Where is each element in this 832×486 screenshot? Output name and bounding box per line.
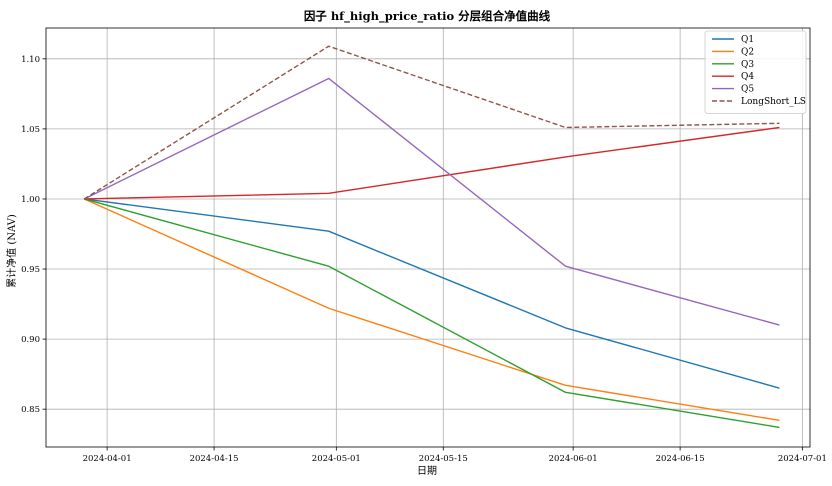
series-line-q1 [84, 198, 780, 389]
grid [46, 28, 810, 447]
x-tick-label: 2024-04-15 [190, 454, 239, 464]
x-tick-label: 2024-06-15 [656, 454, 705, 464]
y-axis-label: 累计净值 (NAV) [5, 214, 18, 288]
series-line-q4 [84, 126, 780, 200]
series-line-q5 [83, 77, 780, 326]
y-axis: 0.85 0.90 0.95 1.00 1.05 1.10 [21, 55, 46, 415]
plot-frame [45, 27, 811, 448]
y-tick-label: 0.95 [21, 265, 40, 275]
legend-label: Q2 [741, 47, 754, 57]
legend-label: Q1 [741, 35, 754, 45]
x-tick-label: 2024-05-01 [312, 454, 361, 464]
series-line-q2 [83, 198, 780, 422]
y-tick-label: 0.85 [21, 405, 40, 415]
x-tick-label: 2024-07-01 [778, 454, 827, 464]
x-tick-label: 2024-05-15 [419, 454, 468, 464]
y-tick-label: 1.10 [21, 55, 40, 65]
x-axis: 2024-04-01 2024-04-15 2024-05-01 2024-05-15… [83, 447, 827, 464]
y-tick-label: 1.05 [21, 125, 40, 135]
legend-label: Q5 [741, 85, 754, 95]
x-axis-label: 日期 [417, 465, 437, 477]
legend-label: LongShort_LS [741, 97, 806, 107]
series-lines [83, 45, 780, 429]
chart-title: 因子 hf_high_price_ratio 分层组合净值曲线 [304, 9, 551, 24]
series-line-q3 [84, 198, 780, 429]
series-line-longshort-ls [83, 45, 780, 200]
legend-label: Q3 [741, 60, 754, 70]
x-tick-label: 2024-06-01 [549, 454, 598, 464]
legend-label: Q4 [741, 72, 754, 82]
y-tick-label: 0.90 [21, 335, 40, 345]
y-tick-label: 1.00 [21, 195, 40, 205]
legend: Q1 Q2 Q3 Q4 Q5 LongShort_LS [704, 30, 807, 114]
x-tick-label: 2024-04-01 [83, 454, 132, 464]
